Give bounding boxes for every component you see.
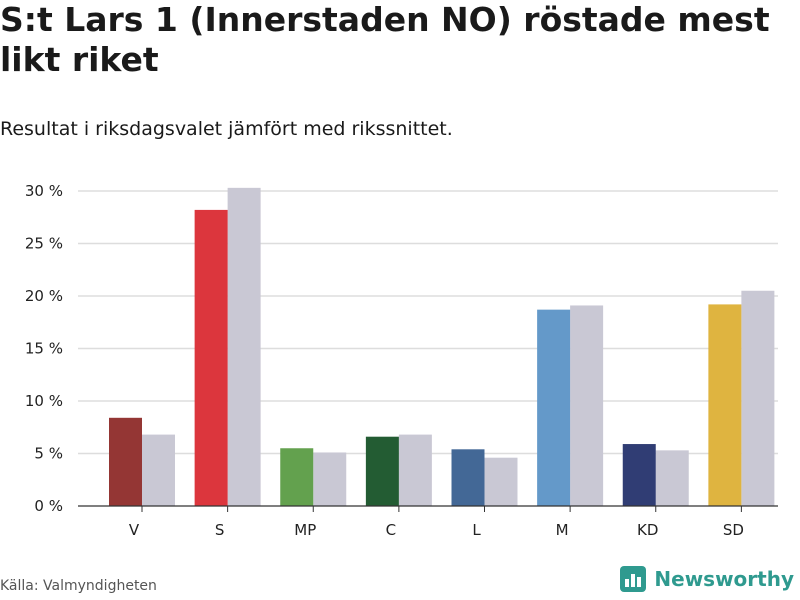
x-tick-label: KD xyxy=(637,521,658,539)
bar-riket-kd xyxy=(655,450,689,506)
bar-riket-m xyxy=(570,305,604,506)
bar-riket-sd xyxy=(741,290,775,506)
bar-riket-s xyxy=(227,187,261,506)
x-tick-label: V xyxy=(129,521,140,539)
bar-riket-mp xyxy=(313,452,347,506)
y-tick-label: 15 % xyxy=(25,340,63,358)
y-tick-label: 20 % xyxy=(25,287,63,305)
y-tick-label: 10 % xyxy=(25,392,63,410)
x-tick-label: MP xyxy=(294,521,316,539)
axes: 0 % 5 % 10 % 15 % 20 % 25 % 30 % V S MP C L M KD SD xyxy=(25,182,778,539)
bar-local-l xyxy=(451,449,485,506)
bars xyxy=(109,187,775,506)
bar-local-mp xyxy=(280,448,314,506)
bar-riket-l xyxy=(484,457,518,506)
x-tick-label: M xyxy=(556,521,569,539)
y-tick-label: 5 % xyxy=(34,445,63,463)
bar-riket-v xyxy=(142,434,175,506)
bar-riket-c xyxy=(398,434,432,506)
bar-local-kd xyxy=(622,444,656,506)
x-tick-label: C xyxy=(386,521,396,539)
bar-local-s xyxy=(194,209,228,506)
y-tick-label: 0 % xyxy=(34,497,63,515)
chart-subtitle: Resultat i riksdagsvalet jämfört med rik… xyxy=(0,118,453,140)
gridlines xyxy=(78,190,778,455)
bar-local-v xyxy=(109,417,142,506)
y-tick-label: 30 % xyxy=(25,182,63,200)
y-tick-label: 25 % xyxy=(25,235,63,253)
source-note: Källa: Valmyndigheten xyxy=(0,578,157,594)
brand-logo: Newsworthy xyxy=(620,566,794,592)
bar-local-sd xyxy=(708,304,742,506)
x-tick-label: L xyxy=(472,521,481,539)
bar-local-m xyxy=(537,309,571,506)
x-tick-label: SD xyxy=(723,521,744,539)
bar-local-c xyxy=(365,436,399,506)
x-tick-label: S xyxy=(215,521,225,539)
bar-chart-logo-icon xyxy=(620,566,647,592)
bar-chart: 0 % 5 % 10 % 15 % 20 % 25 % 30 % V S MP C L M KD SD xyxy=(25,182,778,539)
chart-title: S:t Lars 1 (Innerstaden NO) röstade mest… xyxy=(0,0,770,79)
brand-name: Newsworthy xyxy=(654,567,794,591)
